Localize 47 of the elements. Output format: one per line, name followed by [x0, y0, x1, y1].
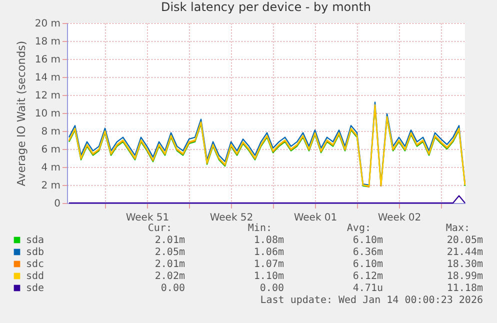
legend-label: sdb: [26, 247, 44, 258]
text: 6.10m: [352, 235, 383, 246]
y-tick-label: 0: [54, 198, 60, 210]
text: 0.00: [260, 283, 284, 294]
text: Last update: Wed Jan 14 00:00:23 2026: [260, 295, 483, 306]
y-tick-label: 12 m: [34, 90, 60, 102]
y-tick-label: 16 m: [34, 54, 60, 66]
y-tick-label: 4 m: [41, 162, 60, 174]
y-tick-label: 8 m: [41, 126, 60, 138]
text: 4.71u: [352, 283, 383, 294]
text: 6.10m: [352, 259, 383, 270]
text: 18.99m: [446, 271, 483, 282]
legend-label: sdc: [26, 259, 44, 270]
y-tick-label: 10 m: [34, 108, 60, 120]
y-tick-label: 20 m: [34, 18, 60, 30]
text: 18.30m: [446, 259, 483, 270]
text: 21.44m: [446, 247, 483, 258]
text: 2.01m: [154, 259, 185, 270]
text: 2.05m: [154, 247, 185, 258]
legend-label: sdd: [26, 271, 44, 282]
text: Min:: [248, 223, 272, 234]
text: 1.07m: [254, 259, 284, 270]
text: 11.18m: [446, 283, 483, 294]
text: 0.00: [160, 283, 185, 294]
y-tick-label: 6 m: [41, 144, 60, 156]
text: 1.06m: [254, 247, 284, 258]
text: 6.12m: [352, 271, 383, 282]
chart-title: Disk latency per device - by month: [160, 0, 372, 14]
x-tick-label: Week 52: [210, 212, 254, 224]
text: Cur:: [148, 223, 172, 234]
text: 20.05m: [446, 235, 483, 246]
text: Max:: [446, 223, 470, 234]
legend-label: sda: [26, 235, 44, 246]
x-tick-label: Week 02: [378, 212, 422, 224]
x-tick-label: Week 51: [126, 212, 170, 224]
text: 2.01m: [154, 235, 185, 246]
text: 1.08m: [254, 235, 284, 246]
legend-label: sde: [26, 283, 44, 294]
y-axis-title: Average IO Wait (seconds): [14, 40, 28, 186]
y-tick-label: 18 m: [34, 36, 60, 48]
text: Avg:: [346, 223, 371, 234]
text: 6.36m: [352, 247, 383, 258]
y-tick-label: 14 m: [34, 72, 60, 84]
text: 1.10m: [254, 271, 284, 282]
x-tick-label: Week 01: [294, 212, 338, 224]
text: 2.02m: [154, 271, 185, 282]
y-tick-label: 2 m: [41, 180, 60, 192]
